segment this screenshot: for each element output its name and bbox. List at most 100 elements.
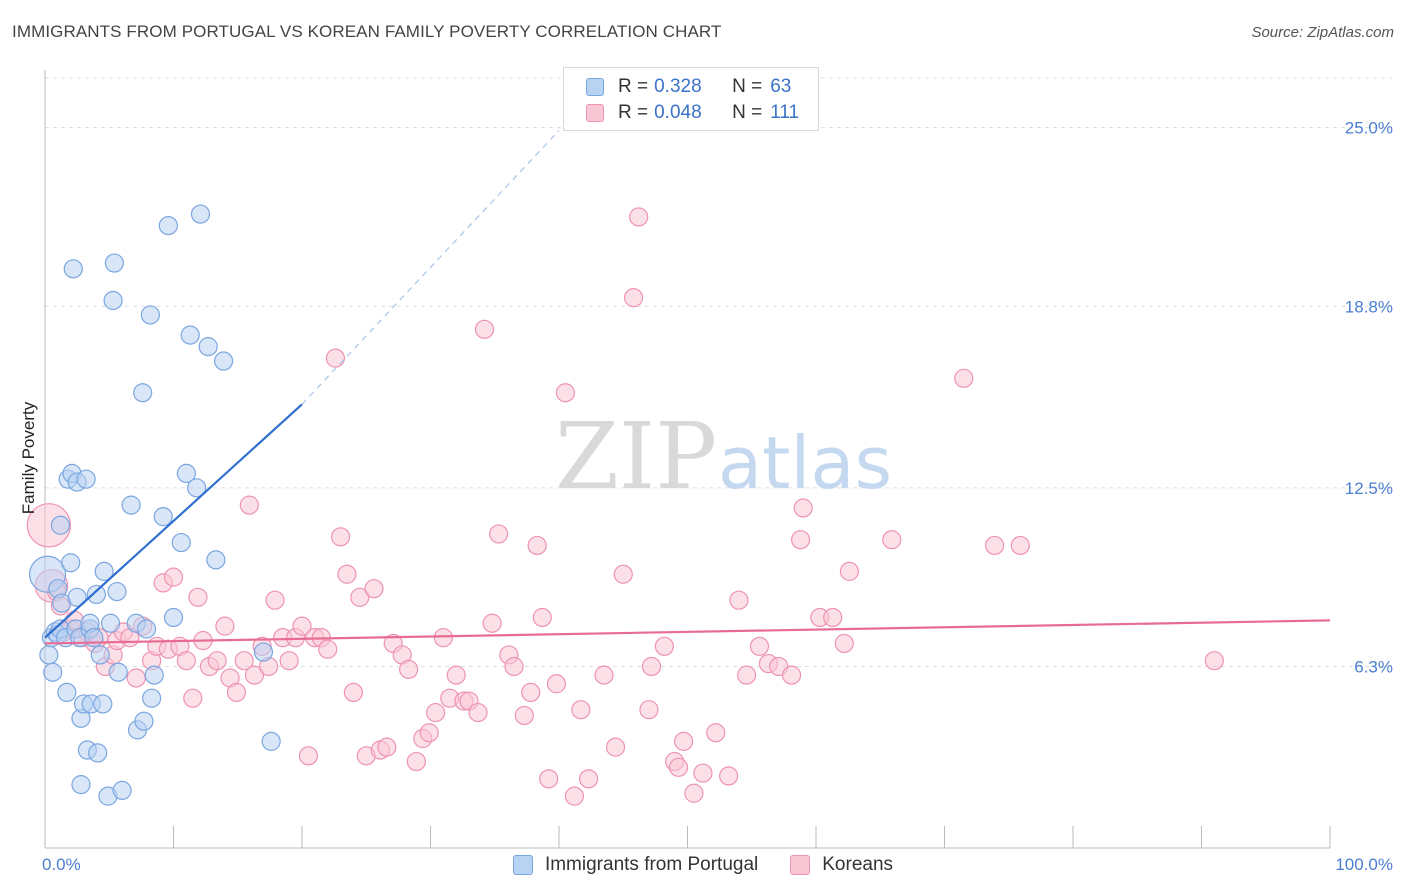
portugal-point	[198, 337, 218, 357]
koreans-point	[641, 656, 662, 677]
portugal-point	[214, 351, 234, 371]
koreans-point	[539, 769, 559, 789]
koreans-point	[377, 737, 397, 757]
portugal-point	[112, 780, 132, 800]
koreans-points	[26, 207, 1224, 806]
portugal-point	[180, 325, 200, 345]
koreans-point	[793, 498, 813, 518]
portugal-point	[100, 613, 121, 633]
koreans-point	[183, 688, 203, 708]
chart-title: IMMIGRANTS FROM PORTUGAL VS KOREAN FAMIL…	[12, 22, 722, 41]
portugal-point	[94, 561, 114, 581]
koreans-point	[823, 607, 843, 628]
koreans-point	[234, 651, 254, 671]
portugal-point	[88, 743, 108, 763]
koreans-point	[176, 651, 196, 671]
koreans-point	[419, 723, 439, 743]
portugal-point	[90, 645, 110, 665]
portugal-point	[63, 259, 83, 279]
portugal-point	[134, 711, 154, 731]
koreans-legend-swatch	[790, 855, 811, 875]
portugal-point	[108, 662, 128, 682]
koreans-point	[719, 766, 739, 786]
portugal-point	[103, 290, 123, 311]
koreans-point	[594, 665, 614, 685]
legend-item-koreans[interactable]: Koreans	[790, 854, 893, 876]
portugal-point	[253, 642, 274, 662]
koreans-point	[350, 587, 370, 607]
koreans-point	[629, 207, 649, 227]
portugal-point	[121, 495, 141, 515]
koreans-point	[489, 524, 509, 544]
koreans-point	[406, 751, 426, 772]
portugal-point	[93, 694, 113, 714]
koreans-point	[468, 702, 488, 723]
koreans-point	[654, 636, 674, 656]
koreans-point	[521, 682, 541, 703]
portugal-point	[39, 645, 59, 665]
koreans-point	[325, 348, 346, 368]
y-axis-label: Family Poverty	[19, 401, 38, 514]
koreans-point	[265, 590, 285, 610]
legend-item-portugal[interactable]: Immigrants from Portugal	[512, 854, 759, 876]
koreans-point	[244, 665, 265, 685]
stats-legend: R = 0.328 N = 63 R = 0.048 N = 111	[563, 67, 819, 131]
portugal-point	[57, 682, 77, 703]
legend-label-portugal: Immigrants from Portugal	[544, 854, 759, 875]
r-value: 0.048	[654, 102, 702, 123]
koreans-point	[226, 682, 247, 703]
koreans-point	[207, 651, 227, 671]
n-value: 111	[770, 102, 800, 123]
koreans-point	[729, 590, 749, 610]
koreans-point	[668, 757, 689, 777]
portugal-point	[84, 628, 104, 648]
koreans-point	[693, 763, 713, 783]
koreans-point	[834, 633, 854, 654]
koreans-point	[163, 567, 184, 587]
koreans-point	[737, 665, 757, 685]
r-value: 0.328	[654, 76, 702, 97]
koreans-point	[781, 665, 802, 685]
portugal-point	[107, 581, 127, 602]
koreans-point	[364, 579, 384, 599]
koreans-point	[1010, 535, 1030, 556]
portugal-point	[142, 688, 162, 708]
koreans-point	[26, 503, 72, 548]
n-label: N =	[732, 76, 763, 97]
koreans-point	[337, 564, 357, 584]
portugal-point	[104, 253, 124, 273]
koreans-point	[555, 383, 576, 403]
koreans-point	[605, 737, 626, 757]
koreans-point	[399, 659, 419, 679]
portugal-point	[158, 216, 178, 236]
portugal-point	[76, 469, 96, 489]
portugal-point	[136, 619, 157, 639]
koreans-point	[330, 527, 351, 547]
koreans-point	[790, 530, 811, 550]
r-label: R =	[618, 76, 649, 97]
koreans-point	[446, 665, 466, 685]
koreans-point	[639, 700, 659, 720]
portugal-point	[67, 587, 87, 607]
koreans-point	[623, 288, 644, 308]
koreans-point	[504, 656, 524, 677]
portugal-point	[171, 532, 191, 553]
koreans-point	[482, 613, 502, 633]
watermark-atlas: atlas	[718, 421, 892, 505]
portugal-trendline	[44, 403, 303, 639]
portugal-point	[133, 383, 153, 403]
koreans-point	[426, 702, 446, 723]
x-tick-label-max: 100.0%	[1335, 855, 1393, 874]
koreans-point	[298, 746, 319, 766]
portugal-point	[187, 478, 207, 498]
watermark-zip: ZIP	[555, 403, 717, 510]
r-label: R =	[618, 102, 649, 123]
trend-lines	[44, 130, 1331, 645]
koreans-point	[215, 616, 235, 636]
x-tick-label-min: 0.0%	[42, 855, 81, 874]
portugal-point	[206, 550, 226, 570]
y-tick-label: 18.8%	[1345, 297, 1393, 316]
koreans-point	[954, 368, 974, 388]
n-label: N =	[732, 102, 763, 123]
y-tick-label: 6.3%	[1354, 657, 1393, 676]
